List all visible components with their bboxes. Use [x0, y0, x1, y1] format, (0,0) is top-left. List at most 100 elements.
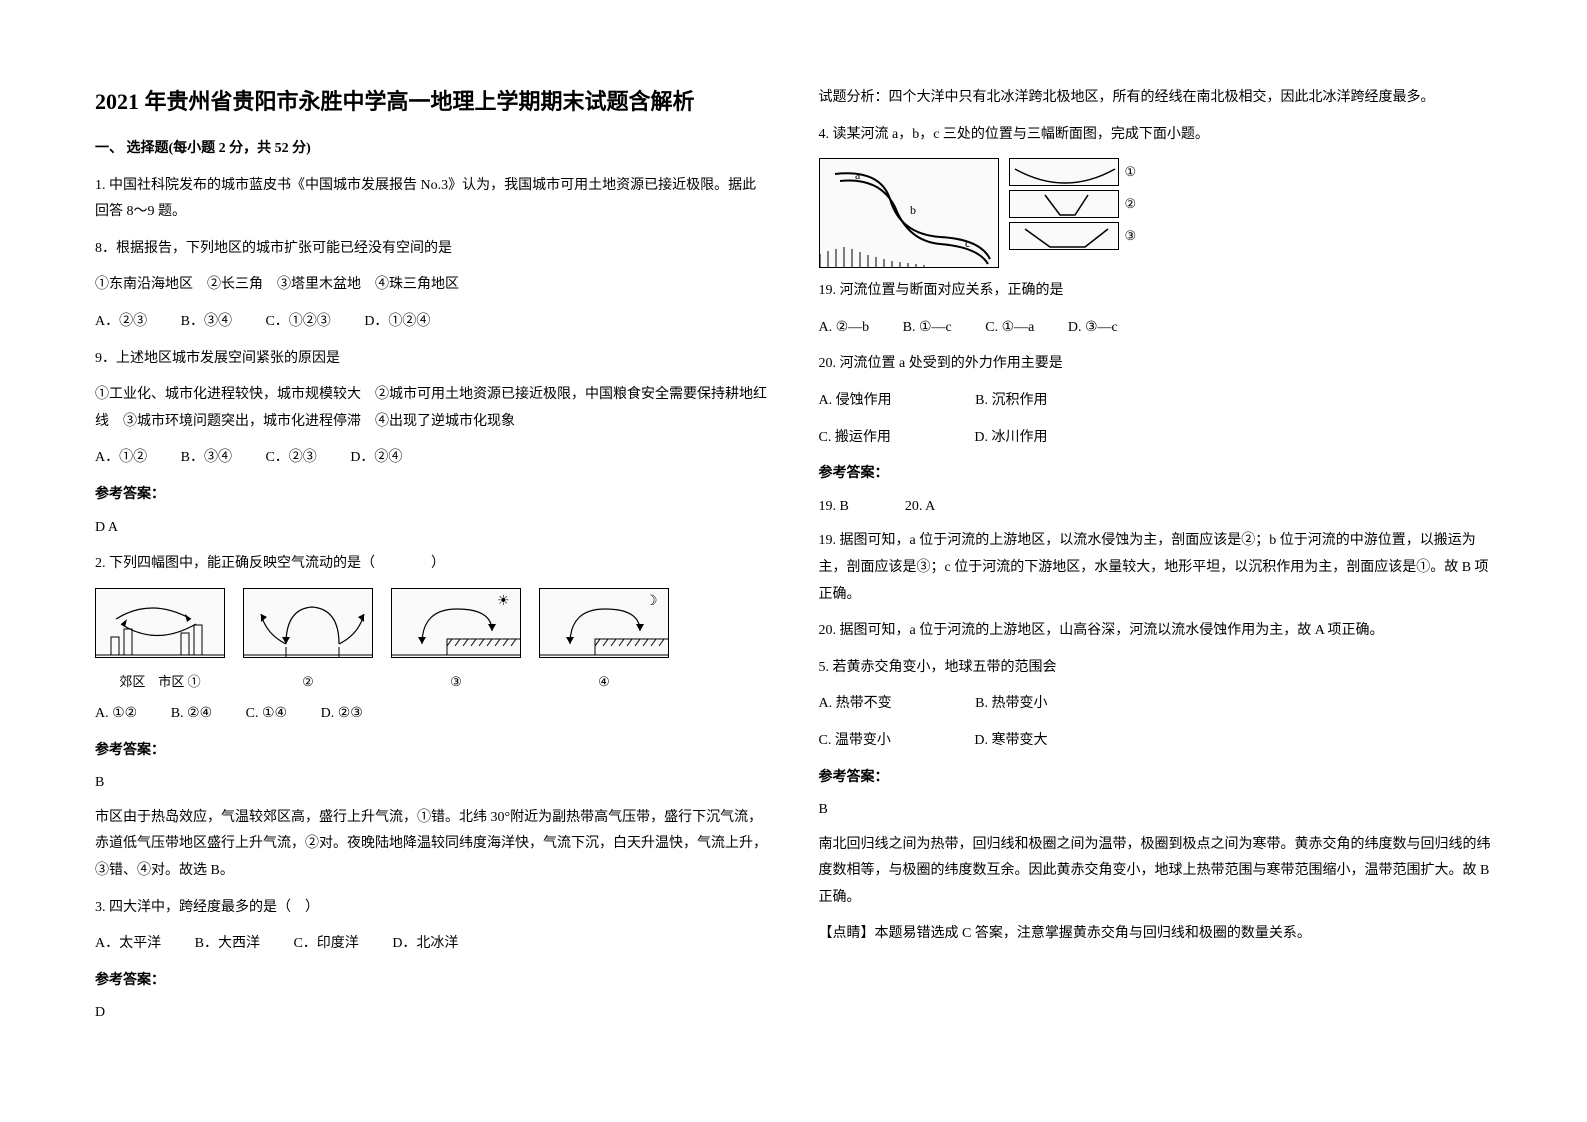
option-a: A．②③	[95, 309, 147, 336]
question-5: 5. 若黄赤交角变小，地球五带的范围会 A. 热带不变 B. 热带变小 C. 温…	[819, 655, 1493, 948]
q5-tip: 【点睛】本题易错选成 C 答案，注意掌握黄赤交角与回归线和极圈的数量关系。	[819, 921, 1493, 948]
option-b: B. ①—c	[903, 315, 952, 342]
answer-label: 参考答案：	[95, 482, 769, 509]
diagram-1-text: 郊区 市区	[119, 674, 184, 689]
airflow-diagram-2-svg: 30°N 0	[243, 588, 373, 658]
option-c: C．印度洋	[293, 931, 358, 958]
answer-value: B	[819, 797, 1493, 824]
q4-stem: 4. 读某河流 a，b，c 三处的位置与三幅断面图，完成下面小题。	[819, 122, 1493, 149]
option-c: C. ①④	[246, 701, 287, 728]
q3-stem: 3. 四大洋中，跨经度最多的是（ ）	[95, 895, 769, 922]
q4-sub20: 20. 河流位置 a 处受到的外力作用主要是	[819, 351, 1493, 378]
svg-text:c: c	[965, 236, 970, 250]
q4-explain-19: 19. 据图可知，a 位于河流的上游地区，以流水侵蚀为主，剖面应该是②；b 位于…	[819, 528, 1493, 608]
diagram-1: 郊区 市区 ①	[95, 588, 225, 695]
q2-explain: 市区由于热岛效应，气温较郊区高，盛行上升气流，①错。北纬 30°附近为副热带高气…	[95, 805, 769, 885]
cross-section-1: ①	[1009, 158, 1137, 186]
river-plan-svg: a b c	[819, 158, 999, 268]
left-column: 2021 年贵州省贵阳市永胜中学高一地理上学期期末试题含解析 一、 选择题(每小…	[95, 85, 769, 1037]
diagram-1-label: 郊区 市区 ①	[95, 670, 225, 695]
q1-sub9-items: ①工业化、城市化进程较快，城市规模较大 ②城市可用土地资源已接近极限，中国粮食安…	[95, 382, 769, 435]
q4-sub20-options-row2: C. 搬运作用 D. 冰川作用	[819, 425, 1493, 452]
svg-text:☀: ☀	[497, 594, 510, 609]
option-a: A．①②	[95, 445, 147, 472]
option-c: C. ①—a	[985, 315, 1034, 342]
airflow-diagram-4-svg: ☽	[539, 588, 669, 658]
q5-explain: 南北回归线之间为热带，回归线和极圈之间为温带，极圈到极点之间为寒带。黄赤交角的纬…	[819, 832, 1493, 912]
q1-sub9-options: A．①② B．③④ C．②③ D．②④	[95, 445, 769, 472]
q4-explain-20: 20. 据图可知，a 位于河流的上游地区，山高谷深，河流以流水侵蚀作用为主，故 …	[819, 618, 1493, 645]
option-b: B. ②④	[171, 701, 212, 728]
diagram-3-num: ③	[391, 670, 521, 695]
answer-label: 参考答案：	[819, 765, 1493, 792]
diagram-2-num: ②	[243, 670, 373, 695]
diagram-2: 30°N 0 ②	[243, 588, 373, 695]
option-c: C. 温带变小	[819, 728, 891, 755]
cross-section-2: ②	[1009, 190, 1137, 218]
answer-value: D A	[95, 515, 769, 542]
option-c: C．②③	[265, 445, 316, 472]
document-title: 2021 年贵州省贵阳市永胜中学高一地理上学期期末试题含解析	[95, 85, 769, 118]
q3-options: A．太平洋 B．大西洋 C．印度洋 D．北冰洋	[95, 931, 769, 958]
q2-diagrams: 郊区 市区 ① 30°N 0	[95, 588, 769, 695]
cross-section-2-svg	[1009, 190, 1119, 218]
q5-stem: 5. 若黄赤交角变小，地球五带的范围会	[819, 655, 1493, 682]
airflow-diagram-3-svg: ☀	[391, 588, 521, 658]
answer-label: 参考答案：	[95, 968, 769, 995]
option-b: B. 沉积作用	[975, 388, 1047, 415]
q4-sub19-options: A. ②—b B. ①—c C. ①—a D. ③—c	[819, 315, 1493, 342]
answer-label: 参考答案：	[819, 461, 1493, 488]
q1-sub9: 9．上述地区城市发展空间紧张的原因是	[95, 346, 769, 373]
q2-stem: 2. 下列四幅图中，能正确反映空气流动的是（ ）	[95, 551, 769, 578]
option-d: D．北冰洋	[392, 931, 458, 958]
option-c: C．①②③	[265, 309, 330, 336]
diagram-4: ☽ ④	[539, 588, 669, 695]
option-a: A. ①②	[95, 701, 137, 728]
q5-options-row1: A. 热带不变 B. 热带变小	[819, 691, 1493, 718]
option-b: B．③④	[181, 445, 232, 472]
question-4: 4. 读某河流 a，b，c 三处的位置与三幅断面图，完成下面小题。 a b c	[819, 122, 1493, 645]
question-3: 3. 四大洋中，跨经度最多的是（ ） A．太平洋 B．大西洋 C．印度洋 D．北…	[95, 895, 769, 1027]
q1-sub8-options: A．②③ B．③④ C．①②③ D．①②④	[95, 309, 769, 336]
option-d: D. 寒带变大	[974, 728, 1047, 755]
q1-sub8-items: ①东南沿海地区 ②长三角 ③塔里木盆地 ④珠三角地区	[95, 272, 769, 299]
q4-diagram: a b c ① ②	[819, 158, 1493, 268]
q4-sub20-options-row1: A. 侵蚀作用 B. 沉积作用	[819, 388, 1493, 415]
option-b: B．③④	[181, 309, 232, 336]
option-b: B．大西洋	[195, 931, 260, 958]
section-1-header: 一、 选择题(每小题 2 分，共 52 分)	[95, 136, 769, 163]
cs-label-2: ②	[1125, 192, 1137, 217]
q5-options-row2: C. 温带变小 D. 寒带变大	[819, 728, 1493, 755]
answer-label: 参考答案：	[95, 738, 769, 765]
cs-label-1: ①	[1125, 160, 1137, 185]
option-d: D. ②③	[321, 701, 363, 728]
question-1: 1. 中国社科院发布的城市蓝皮书《中国城市发展报告 No.3》认为，我国城市可用…	[95, 173, 769, 542]
option-c: C. 搬运作用	[819, 425, 891, 452]
option-a: A. 热带不变	[819, 691, 892, 718]
question-2: 2. 下列四幅图中，能正确反映空气流动的是（ ） 郊区 市区	[95, 551, 769, 884]
cross-section-1-svg	[1009, 158, 1119, 186]
diagram-1-num: ①	[188, 674, 201, 689]
option-a: A. ②—b	[819, 315, 870, 342]
right-column: 试题分析：四个大洋中只有北冰洋跨北极地区，所有的经线在南北极相交，因此北冰洋跨经…	[819, 85, 1493, 1037]
svg-text:a: a	[855, 168, 861, 182]
answer-value: B	[95, 770, 769, 797]
svg-text:☽: ☽	[645, 594, 658, 609]
q1-stem: 1. 中国社科院发布的城市蓝皮书《中国城市发展报告 No.3》认为，我国城市可用…	[95, 173, 769, 226]
option-d: D. ③—c	[1068, 315, 1118, 342]
answer-value: 19. B 20. A	[819, 494, 1493, 521]
q2-options: A. ①② B. ②④ C. ①④ D. ②③	[95, 701, 769, 728]
airflow-diagram-1-svg	[95, 588, 225, 658]
q3-analysis: 试题分析：四个大洋中只有北冰洋跨北极地区，所有的经线在南北极相交，因此北冰洋跨经…	[819, 85, 1493, 112]
diagram-4-num: ④	[539, 670, 669, 695]
answer-value: D	[95, 1000, 769, 1027]
cross-section-3: ③	[1009, 222, 1137, 250]
q1-sub8: 8．根据报告，下列地区的城市扩张可能已经没有空间的是	[95, 236, 769, 263]
option-d: D．②④	[350, 445, 402, 472]
svg-text:b: b	[910, 203, 916, 217]
cs-label-3: ③	[1125, 224, 1137, 249]
cross-sections: ① ② ③	[1009, 158, 1137, 268]
option-d: D．①②④	[364, 309, 430, 336]
option-d: D. 冰川作用	[974, 425, 1047, 452]
option-b: B. 热带变小	[975, 691, 1047, 718]
